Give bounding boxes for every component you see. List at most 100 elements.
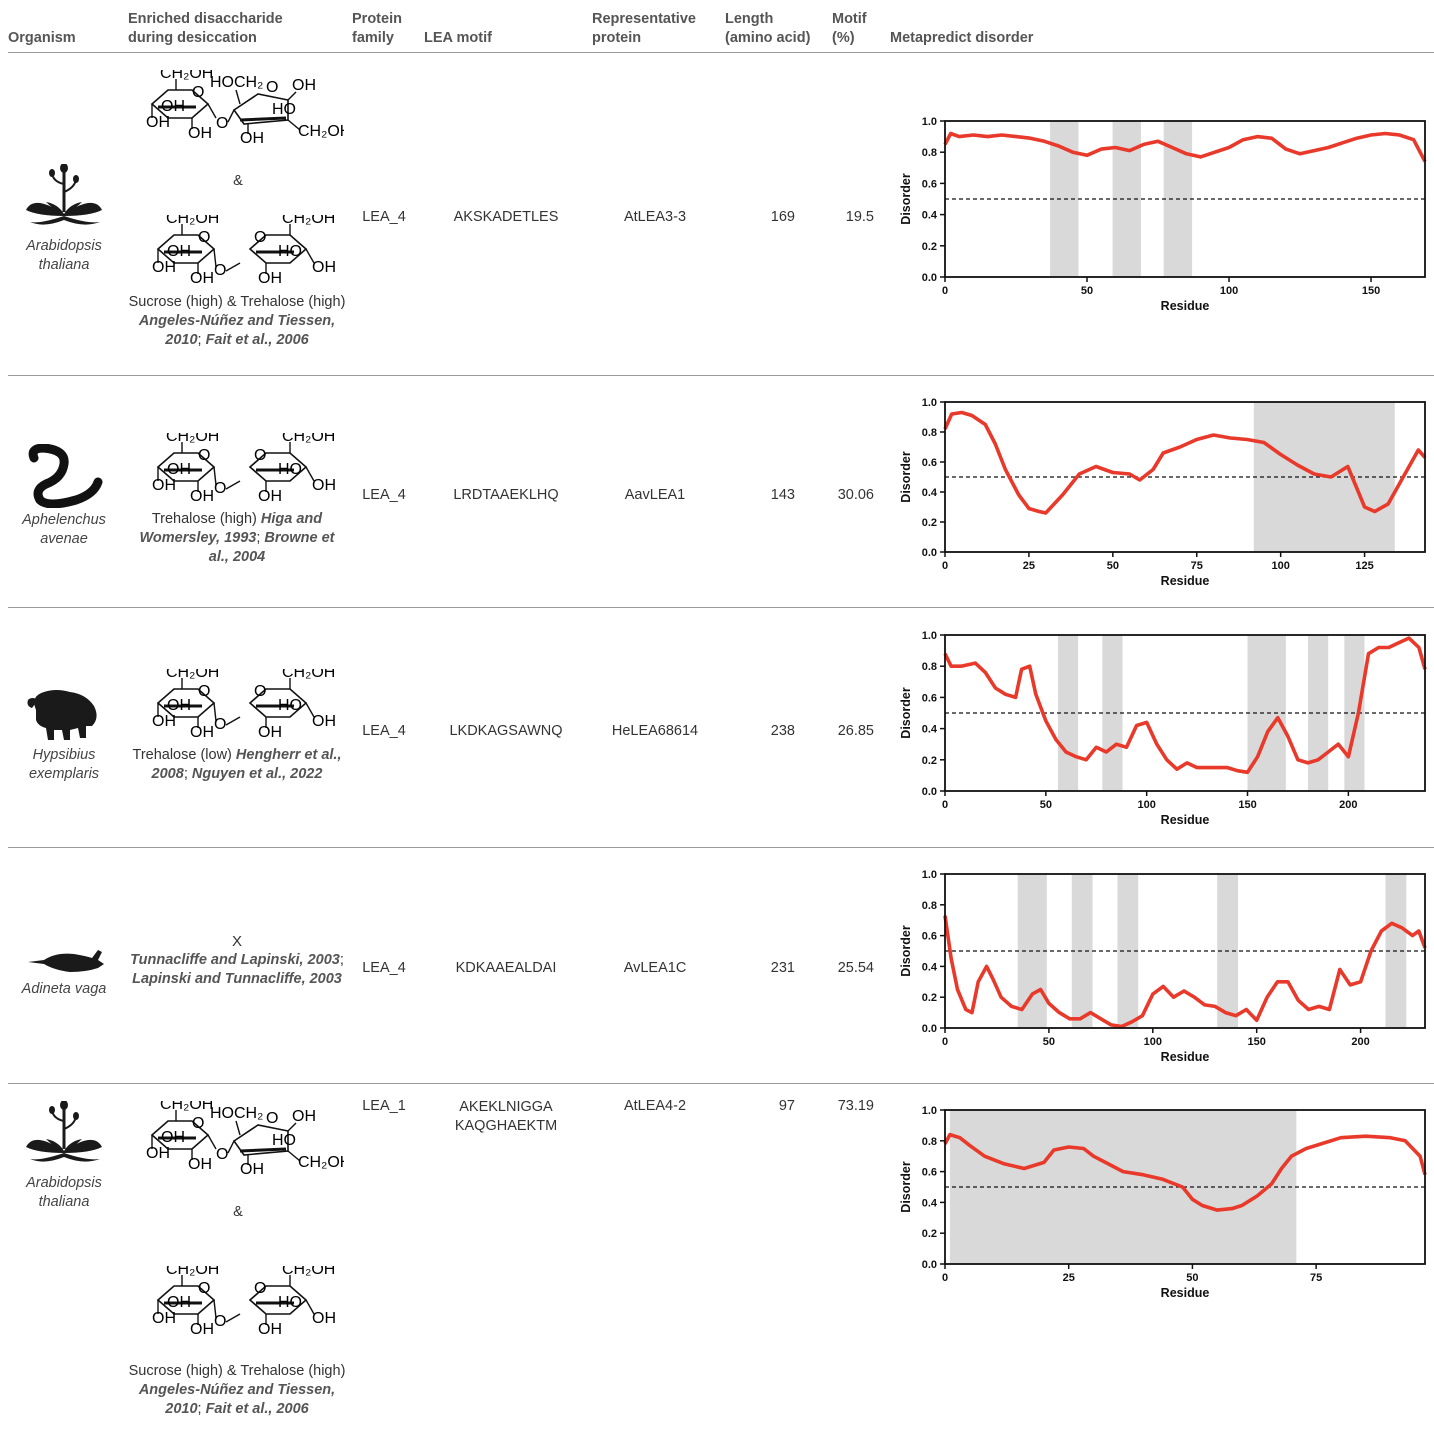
plot-frame xyxy=(944,634,1426,792)
row-divider xyxy=(8,375,1434,376)
motif-region xyxy=(1071,874,1093,1028)
y-tick-label: 0.8 xyxy=(922,427,937,439)
plot-frame xyxy=(944,1109,1426,1265)
lea-motif-line: KAQGHAEKTM xyxy=(454,1118,558,1134)
organism-name: Adineta vaga xyxy=(4,980,124,999)
y-tick-label: 0.2 xyxy=(922,992,937,1004)
trehalose-structure xyxy=(150,669,340,749)
ampersand: & xyxy=(233,1204,243,1220)
y-axis-label: Disorder xyxy=(899,687,913,739)
y-tick-label: 0.8 xyxy=(922,1136,937,1148)
sugar-description: Trehalose (high) Higa and Womersley, 199… xyxy=(139,511,335,565)
protein-length: 238 xyxy=(770,723,795,739)
organism-species: avenae xyxy=(40,531,88,547)
reference-link[interactable]: Lapinski and Tunnacliffe, 2003 xyxy=(132,971,342,987)
organism-name: Arabidopsis thaliana xyxy=(4,1174,124,1212)
lea-motif-line: AKEKLNIGGA xyxy=(459,1099,553,1115)
plot-frame xyxy=(944,873,1426,1029)
x-axis-label: Residue xyxy=(1161,574,1210,588)
y-axis-label: Disorder xyxy=(899,173,913,225)
motif-region xyxy=(1102,635,1123,791)
x-tick-label: 100 xyxy=(1271,560,1289,572)
header-disaccharide: Enriched disaccharide during desiccation xyxy=(128,10,283,48)
header-motif-pct-line2: (%) xyxy=(832,30,855,46)
y-tick-label: 0.0 xyxy=(922,547,937,559)
y-tick-label: 1.0 xyxy=(922,1105,937,1117)
y-tick-label: 0.6 xyxy=(922,457,937,469)
organism-species: thaliana xyxy=(38,257,90,273)
reference-link[interactable]: Angeles-Núñez and Tiessen, 2010 xyxy=(138,1382,336,1417)
motif-percent: 19.5 xyxy=(845,209,874,225)
organism-name: Arabidopsis thaliana xyxy=(4,237,124,275)
reference-link[interactable]: Fait et al., 2006 xyxy=(205,1401,309,1417)
y-tick-label: 0.2 xyxy=(922,1228,937,1240)
x-axis-label: Residue xyxy=(1161,299,1210,313)
disorder-plot: 0.0 0.2 0.4 0.6 0.8 1.0 0 50 100 150 200 Residue Dis… xyxy=(899,869,1427,1064)
motif-region xyxy=(1057,635,1079,791)
protein-family: LEA_4 xyxy=(362,209,406,225)
sugar-description: Sucrose (high) & Trehalose (high) Angele… xyxy=(128,294,346,348)
header-rule xyxy=(8,52,1434,53)
sugar-description: X Tunnacliffe and Lapinski, 2003; Lapins… xyxy=(128,932,346,989)
protein-length: 143 xyxy=(770,487,795,503)
x-tick-label: 50 xyxy=(1040,799,1052,811)
sugar-text: Trehalose (low) xyxy=(132,747,232,763)
y-tick-label: 0.8 xyxy=(922,661,937,673)
sucrose-structure xyxy=(144,1101,344,1183)
header-disaccharide-line1: Enriched disaccharide xyxy=(128,11,283,27)
x-tick-label: 50 xyxy=(1186,1272,1198,1284)
protein-length: 97 xyxy=(778,1098,795,1114)
x-tick-label: 150 xyxy=(1362,285,1380,297)
x-tick-label: 200 xyxy=(1339,799,1357,811)
plot-frame xyxy=(944,401,1426,553)
motif-percent: 25.54 xyxy=(837,960,874,976)
x-tick-label: 0 xyxy=(942,560,948,572)
x-tick-label: 200 xyxy=(1351,1036,1369,1048)
representative-protein: AtLEA3-3 xyxy=(623,209,687,225)
x-axis-label: Residue xyxy=(1161,813,1210,827)
lea-motif: AKEKLNIGGA KAQGHAEKTM xyxy=(428,1098,584,1136)
y-tick-label: 0.6 xyxy=(922,1167,937,1179)
reference-link[interactable]: Nguyen et al., 2022 xyxy=(191,766,323,782)
organism-genus: Hypsibius xyxy=(32,747,96,763)
row-divider xyxy=(8,1083,1434,1084)
protein-family: LEA_4 xyxy=(362,723,406,739)
lea-motif: LKDKAGSAWNQ xyxy=(449,723,563,739)
plot-frame xyxy=(944,120,1426,278)
reference-link[interactable]: Browne et al., 2004 xyxy=(208,530,335,565)
motif-percent: 30.06 xyxy=(837,487,874,503)
lea-motif: LRDTAAEKLHQ xyxy=(453,487,559,503)
organism-genus: Arabidopsis xyxy=(26,1175,102,1191)
y-axis-label: Disorder xyxy=(899,451,913,503)
disorder-series-line xyxy=(943,131,1427,163)
reference-link[interactable]: Tunnacliffe and Lapinski, 2003 xyxy=(130,952,340,968)
sugar-text: Sucrose (high) & Trehalose (high) xyxy=(128,1363,346,1379)
organism-genus: Adineta vaga xyxy=(21,981,107,997)
disorder-series-line xyxy=(943,410,1427,515)
x-axis-label: Residue xyxy=(1161,1286,1210,1300)
organism-species: exemplaris xyxy=(28,766,100,782)
reference-link[interactable]: Hengherr et al., 2008 xyxy=(151,747,342,782)
reference-link[interactable]: Higa and Womersley, 1993 xyxy=(139,511,323,546)
sugar-text: Sucrose (high) & Trehalose (high) xyxy=(128,294,346,310)
plant-silhouette-icon xyxy=(24,1101,104,1164)
y-tick-label: 1.0 xyxy=(922,869,937,881)
row-divider xyxy=(8,847,1434,848)
y-tick-label: 0.0 xyxy=(922,786,937,798)
x-tick-label: 75 xyxy=(1310,1272,1322,1284)
header-representative-line2: protein xyxy=(592,30,642,46)
sugar-text: X xyxy=(231,933,242,950)
y-tick-label: 0.4 xyxy=(922,1197,938,1209)
reference-link[interactable]: Angeles-Núñez and Tiessen, 2010 xyxy=(138,313,336,348)
organism-name: Aphelenchus avenae xyxy=(4,511,124,549)
y-tick-label: 0.0 xyxy=(922,1023,937,1035)
row-divider xyxy=(8,607,1434,608)
y-tick-label: 0.4 xyxy=(922,210,938,222)
reference-link[interactable]: Fait et al., 2006 xyxy=(205,332,309,348)
y-tick-label: 0.8 xyxy=(922,147,937,159)
disorder-series-line xyxy=(943,636,1427,775)
x-tick-label: 25 xyxy=(1063,1272,1075,1284)
y-axis-label: Disorder xyxy=(899,1161,913,1213)
motif-percent: 26.85 xyxy=(837,723,874,739)
y-tick-label: 0.4 xyxy=(922,487,938,499)
